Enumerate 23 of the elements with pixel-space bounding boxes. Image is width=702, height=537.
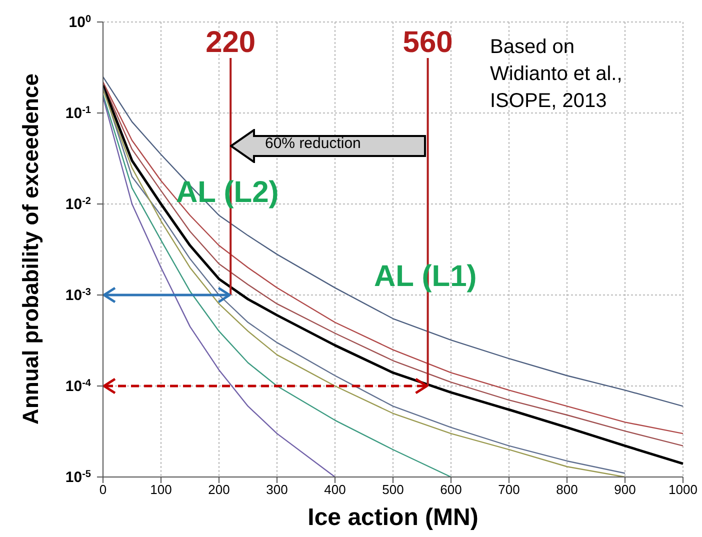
x-tick-label: 700: [498, 482, 520, 498]
x-tick-label: 300: [266, 482, 288, 498]
y-tick-label: 10$^{-4}$: [65, 378, 92, 395]
ref-line-label: 220: [206, 26, 256, 59]
x-tick-label: 1000: [668, 482, 698, 498]
x-tick-label: 800: [556, 482, 578, 498]
x-tick-label: 200: [208, 482, 230, 498]
y-tick-label: 10$^{-3}$: [65, 286, 92, 304]
x-tick-label: 100: [150, 482, 172, 498]
y-tick-label: 10$^{-2}$: [65, 196, 92, 213]
x-axis-title: Ice action (MN): [308, 504, 478, 531]
ref-line-label: 560: [402, 26, 453, 59]
y-axis-title: Annual probability of exceedence: [18, 74, 43, 424]
x-tick-label: 400: [324, 482, 346, 498]
x-tick-label: 600: [440, 482, 462, 498]
x-tick-label: 900: [614, 482, 636, 498]
y-tick-label: 10$^{-1}$: [65, 104, 92, 122]
y-tick-label: 10$^{0}$: [68, 14, 92, 31]
annotation: 60% reduction: [265, 135, 361, 152]
annotation: Based on Widianto et al., ISOPE, 2013: [490, 35, 622, 114]
x-tick-label: 0: [99, 482, 107, 498]
x-tick-label: 500: [382, 482, 404, 498]
y-tick-label: 10$^{-5}$: [65, 468, 92, 486]
